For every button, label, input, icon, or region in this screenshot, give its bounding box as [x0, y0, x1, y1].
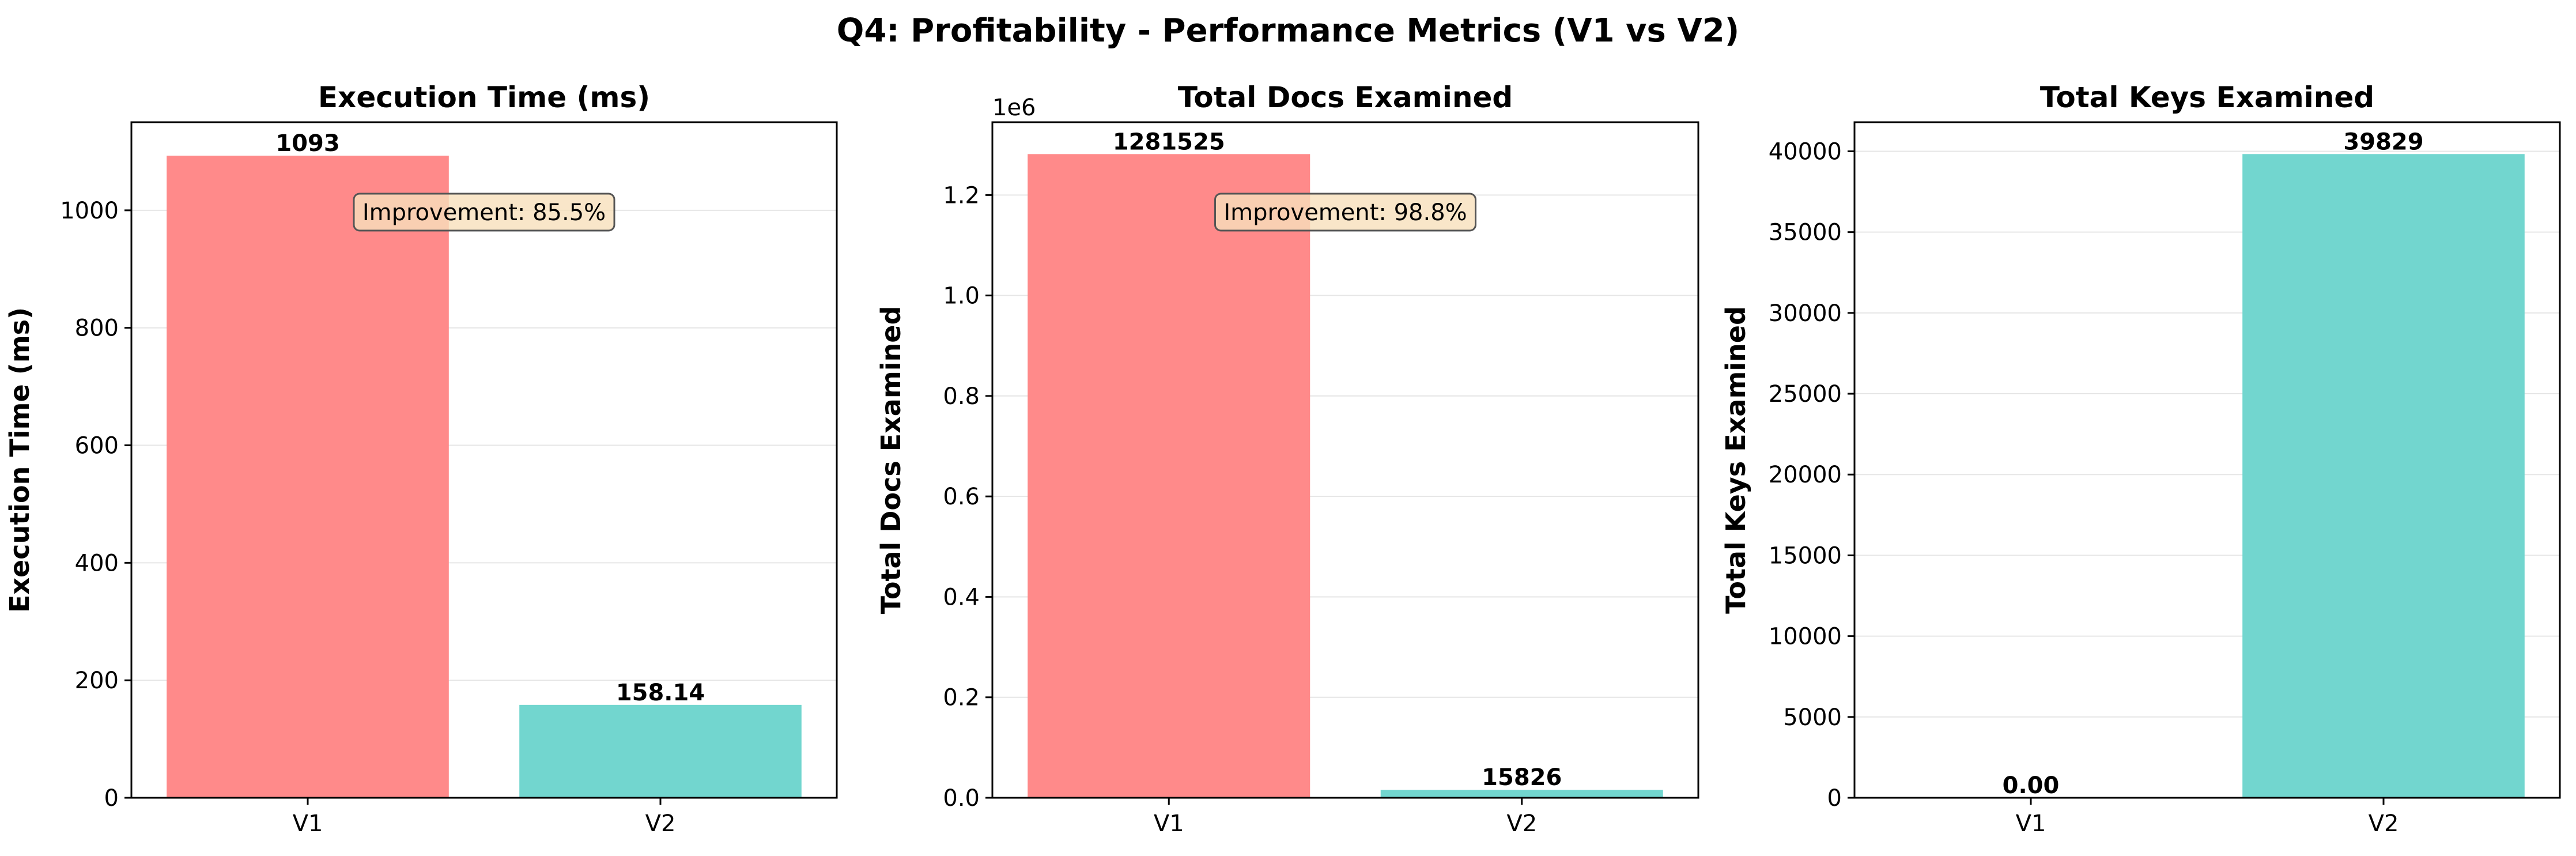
y-tick-label: 0.8 [943, 383, 980, 410]
y-tick-label: 20000 [1769, 462, 1842, 488]
panel-title: Total Keys Examined [2040, 81, 2374, 114]
axis-offset-text: 1e6 [992, 95, 1036, 121]
data-label: 1281525 [1113, 129, 1225, 155]
y-tick-label: 400 [75, 550, 119, 576]
y-tick-label: 40000 [1769, 138, 1842, 165]
y-tick-label: 0.4 [943, 584, 980, 610]
bar-v1 [167, 156, 449, 798]
x-tick-label: V2 [1506, 810, 1537, 837]
x-tick-label: V1 [293, 810, 323, 837]
bar-v1 [1028, 154, 1310, 798]
y-tick-label: 0.0 [943, 785, 980, 812]
chart-panel-2: 1281525 15826 0.0 0.2 0.4 0.6 0.8 1.0 1.2 V1 V2 1e6… [875, 81, 1699, 837]
improvement-annotation: Improvement: 98.8% [1223, 199, 1467, 226]
panel-title: Total Docs Examined [1178, 81, 1513, 114]
y-tick-label: 0 [1827, 785, 1842, 812]
chart-panel-3: 0.00 39829 0 5000 10000 15000 20000 25000 30000 3… [1720, 81, 2561, 837]
y-axis-label: Total Keys Examined [1720, 306, 1751, 614]
y-tick-label: 800 [75, 315, 119, 342]
y-tick-label: 5000 [1783, 704, 1842, 731]
data-label: 0.00 [2003, 772, 2060, 799]
y-tick-label: 30000 [1769, 300, 1842, 327]
data-label: 15826 [1482, 764, 1562, 791]
y-tick-label: 600 [75, 433, 119, 459]
bar-v2 [519, 704, 802, 798]
x-tick-label: V1 [1154, 810, 1184, 837]
y-tick-label: 15000 [1769, 542, 1842, 569]
annotation-box [1214, 193, 1476, 232]
axes-frame [130, 121, 838, 799]
y-tick-label: 0 [104, 785, 119, 812]
x-tick-label: V1 [2016, 810, 2046, 837]
data-label: 39829 [2343, 129, 2423, 155]
data-label: 1093 [275, 130, 339, 157]
y-tick-label: 25000 [1769, 381, 1842, 408]
y-axis-label: Execution Time (ms) [4, 307, 35, 613]
bar-v2 [2242, 154, 2525, 798]
x-tick-label: V2 [645, 810, 676, 837]
axes-frame [991, 121, 1699, 799]
y-tick-label: 1.0 [943, 283, 980, 310]
y-tick-label: 0.6 [943, 484, 980, 510]
chart-panel-1: 1093 158.14 0 200 400 600 800 1000 V1 V2 Execution… [4, 81, 838, 837]
improvement-annotation: Improvement: 85.5% [362, 199, 606, 226]
y-tick-label: 0.2 [943, 685, 980, 711]
axes-frame [1853, 121, 2561, 799]
y-axis-label: Total Docs Examined [875, 306, 906, 614]
figure-title: Q4: Profitability - Performance Metrics … [837, 12, 1740, 50]
panel-title: Execution Time (ms) [318, 81, 650, 114]
y-tick-label: 1.2 [943, 182, 980, 209]
y-tick-label: 200 [75, 668, 119, 694]
y-tick-label: 10000 [1769, 624, 1842, 650]
y-tick-label: 35000 [1769, 220, 1842, 246]
bar-v2 [1380, 790, 1663, 798]
annotation-box [353, 193, 615, 232]
data-label: 158.14 [616, 680, 705, 706]
x-tick-label: V2 [2369, 810, 2399, 837]
y-tick-label: 1000 [60, 198, 119, 224]
